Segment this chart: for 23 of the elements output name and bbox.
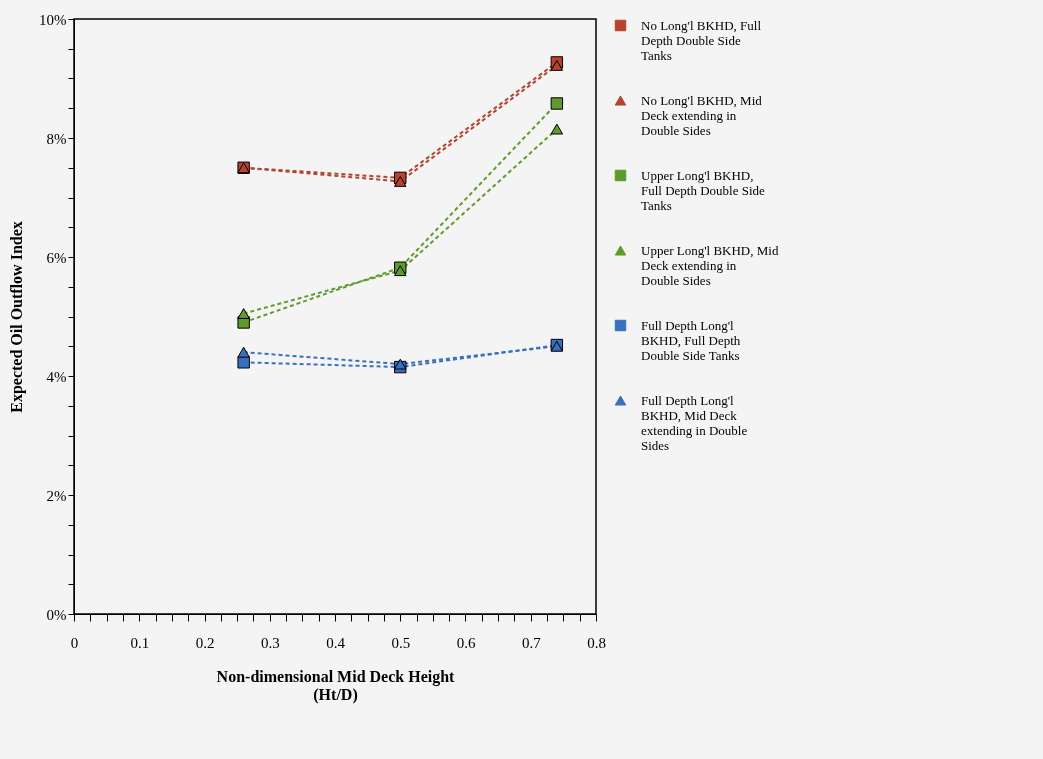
y-axis-title: Expected Oil Outflow Index — [8, 221, 26, 413]
x-tick-label: 0 — [70, 634, 79, 651]
legend-label: Full Depth Long'l BKHD, Mid Deck extending in Double Sides — [641, 392, 748, 453]
x-tick-label: 0.4 — [326, 634, 346, 651]
x-tick-label: 0.2 — [195, 634, 215, 651]
y-tick-label: 0% — [46, 606, 67, 623]
y-tick-label: 4% — [46, 368, 67, 385]
x-tick-label: 0.5 — [391, 634, 411, 651]
y-tick-label: 6% — [46, 249, 67, 266]
y-tick-label: 8% — [46, 130, 67, 147]
x-tick-label: 0.1 — [130, 634, 150, 651]
x-tick-label: 0.6 — [456, 634, 476, 651]
legend-label: No Long'l BKHD, Mid Deck extending in Double Sides — [641, 92, 763, 138]
legend-label: Upper Long'l BKHD, Mid Deck extending in Double Sides — [641, 242, 779, 288]
x-tick-label: 0.7 — [521, 634, 542, 651]
legend-label: Full Depth Long'l BKHD, Full Depth Double Side Tanks — [641, 317, 741, 363]
legend-label: No Long'l BKHD, Full Depth Double Side Tanks — [641, 17, 762, 63]
x-tick-label: 0.3 — [260, 634, 280, 651]
y-tick-label: 10% — [39, 11, 67, 28]
x-tick-label: 0.8 — [587, 634, 606, 651]
legend-label: Upper Long'l BKHD, Full Depth Double Side Tanks — [641, 167, 766, 213]
x-axis-title: Non-dimensional Mid Deck Height (Ht/D) — [216, 667, 456, 704]
y-tick-label: 2% — [46, 487, 67, 504]
